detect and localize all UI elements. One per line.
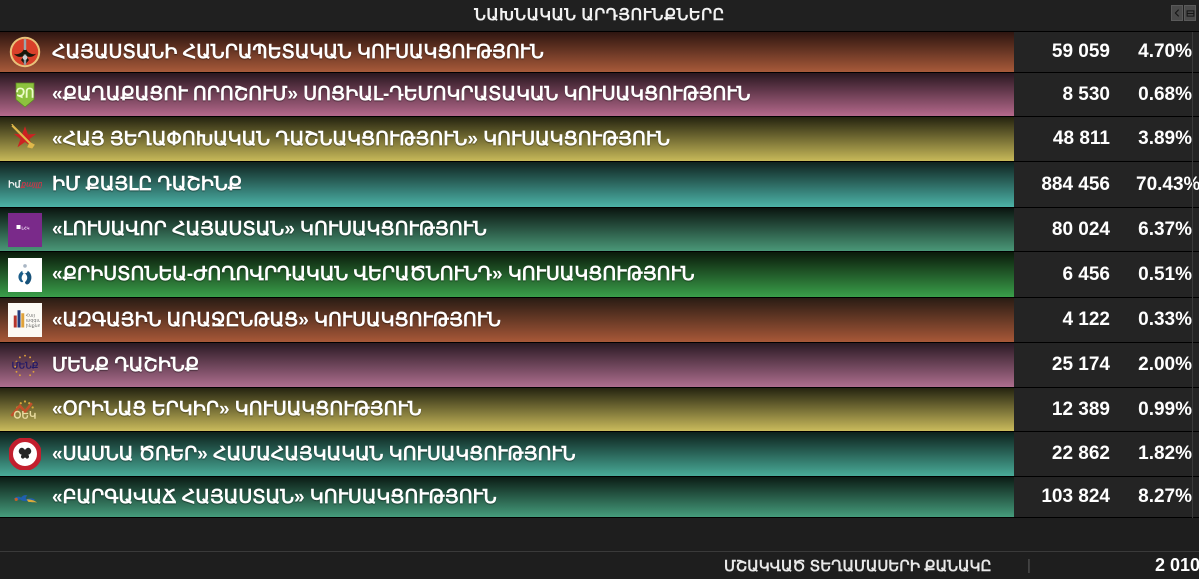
svg-text:ՄԵՆՔ: ՄԵՆՔ [12,360,39,370]
svg-text:ինքնորին: ինքնորին [26,323,40,329]
svg-text:Հայ: Հայ [26,312,35,318]
svg-text:քայլը: քայլը [20,179,42,188]
svg-text:ԼՀԿ: ԼՀԿ [22,225,30,230]
svg-text:ՕԵԿ: ՕԵԿ [14,410,37,421]
svg-text:ազգային: ազգային [26,318,40,324]
svg-text:Իմ: Իմ [8,179,21,189]
svg-text:ՉՈ: ՉՈ [16,85,34,100]
